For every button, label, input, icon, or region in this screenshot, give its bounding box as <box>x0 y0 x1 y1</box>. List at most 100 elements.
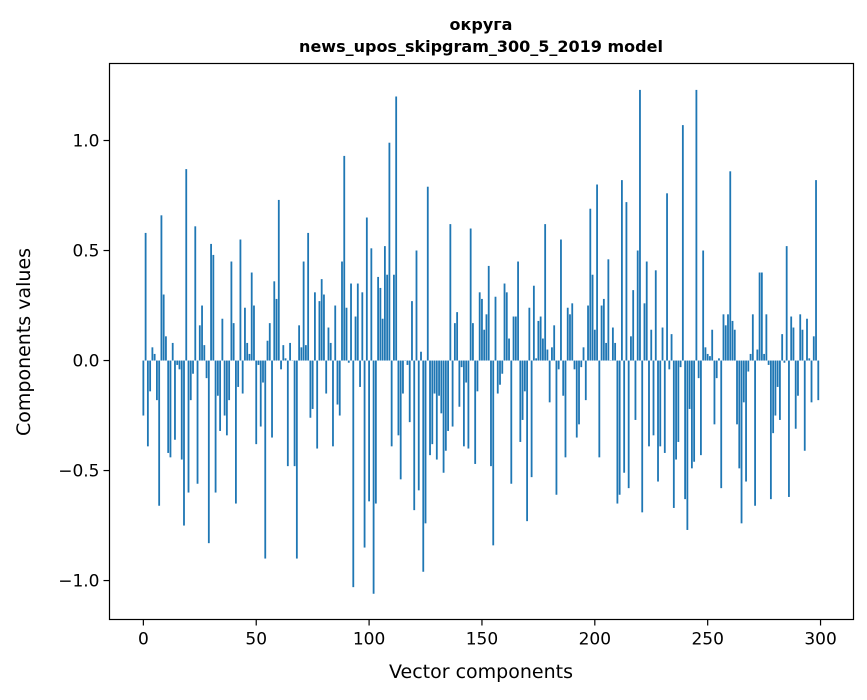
y-tick-label: −0.5 <box>58 462 99 482</box>
bar-128 <box>431 361 433 445</box>
bar-106 <box>382 319 384 361</box>
bar-235 <box>673 361 675 508</box>
bar-146 <box>472 323 474 360</box>
y-tick-label: 0.5 <box>72 242 99 262</box>
bar-185 <box>560 240 562 361</box>
bar-115 <box>402 361 404 394</box>
x-tick-label: 250 <box>691 630 723 650</box>
bar-162 <box>508 339 510 361</box>
bar-195 <box>583 347 585 360</box>
bar-140 <box>458 361 460 407</box>
bar-92 <box>350 284 352 361</box>
bar-77 <box>316 361 318 449</box>
bar-197 <box>587 306 589 361</box>
bar-261 <box>732 321 734 361</box>
bar-11 <box>167 361 169 453</box>
bar-168 <box>522 361 524 420</box>
bar-233 <box>668 361 670 370</box>
bar-266 <box>743 361 745 403</box>
bar-109 <box>389 143 391 361</box>
bar-202 <box>598 361 600 458</box>
bar-174 <box>535 358 537 360</box>
bar-214 <box>626 202 628 360</box>
bar-44 <box>242 361 244 394</box>
bar-164 <box>513 317 515 361</box>
bar-136 <box>449 224 451 360</box>
bar-134 <box>445 361 447 451</box>
bar-220 <box>639 90 641 361</box>
bar-271 <box>754 361 756 506</box>
bar-73 <box>307 233 309 361</box>
bar-281 <box>777 361 779 387</box>
bar-132 <box>440 361 442 414</box>
bar-184 <box>558 361 560 370</box>
bar-85 <box>334 306 336 361</box>
bar-18 <box>183 361 185 526</box>
bar-273 <box>759 273 761 361</box>
bar-283 <box>781 334 783 360</box>
bar-98 <box>364 361 366 548</box>
bar-97 <box>361 292 363 360</box>
bar-245 <box>695 90 697 361</box>
bar-213 <box>623 361 625 473</box>
bar-59 <box>276 299 278 361</box>
bar-275 <box>763 354 765 361</box>
bar-150 <box>481 299 483 361</box>
bar-53 <box>262 361 264 383</box>
bar-163 <box>510 361 512 484</box>
bar-143 <box>465 361 467 383</box>
bar-170 <box>526 361 528 522</box>
bar-264 <box>738 361 740 469</box>
y-tick-label: 1.0 <box>72 132 99 152</box>
bar-191 <box>574 361 576 370</box>
bar-104 <box>377 277 379 361</box>
bar-236 <box>675 361 677 460</box>
bar-277 <box>768 361 770 365</box>
bar-210 <box>616 361 618 504</box>
bar-149 <box>479 292 481 360</box>
bar-42 <box>237 361 239 387</box>
bar-288 <box>793 328 795 361</box>
bar-8 <box>161 215 163 360</box>
bar-278 <box>770 361 772 500</box>
bar-284 <box>784 361 786 363</box>
bar-27 <box>203 345 205 360</box>
bar-125 <box>425 361 427 524</box>
bar-182 <box>553 325 555 360</box>
bar-221 <box>641 361 643 513</box>
bar-74 <box>309 361 311 418</box>
bar-137 <box>452 361 454 427</box>
bar-35 <box>221 319 223 361</box>
bar-178 <box>544 224 546 360</box>
bar-75 <box>312 361 314 409</box>
bar-38 <box>228 361 230 401</box>
bar-179 <box>547 350 549 361</box>
bar-255 <box>718 358 720 360</box>
bar-119 <box>411 301 413 360</box>
bar-19 <box>185 169 187 360</box>
bar-124 <box>422 361 424 572</box>
bar-293 <box>804 361 806 451</box>
bar-100 <box>368 361 370 502</box>
bar-78 <box>319 301 321 360</box>
bar-239 <box>682 125 684 360</box>
bar-144 <box>468 361 470 449</box>
bar-64 <box>287 361 289 467</box>
bar-111 <box>393 275 395 361</box>
bar-15 <box>176 361 178 365</box>
bar-26 <box>201 306 203 361</box>
bar-208 <box>612 328 614 361</box>
bar-113 <box>398 361 400 436</box>
bar-0 <box>142 361 144 416</box>
bar-262 <box>734 330 736 361</box>
bar-56 <box>269 323 271 360</box>
bar-49 <box>253 306 255 361</box>
bar-131 <box>438 361 440 396</box>
bar-249 <box>705 347 707 360</box>
bar-102 <box>373 361 375 594</box>
bar-270 <box>752 314 754 360</box>
bar-241 <box>686 361 688 530</box>
bar-216 <box>630 336 632 360</box>
bar-165 <box>515 317 517 361</box>
bar-126 <box>427 187 429 361</box>
